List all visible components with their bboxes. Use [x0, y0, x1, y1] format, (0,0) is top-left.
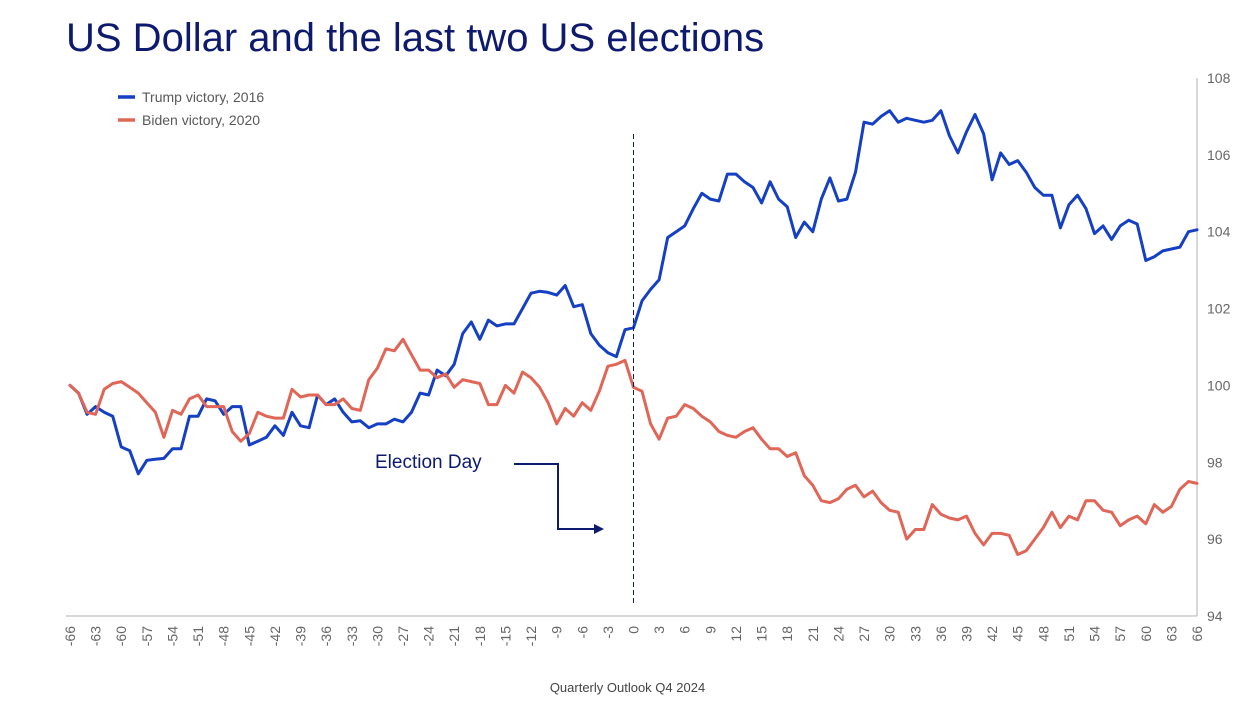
x-tick-label: -6: [574, 626, 590, 639]
x-tick-label: -9: [549, 626, 565, 639]
x-tick-label: -33: [344, 626, 360, 646]
election-day-arrow-line: [514, 463, 596, 530]
x-tick-label: -45: [241, 626, 257, 646]
x-tick-label: 42: [984, 626, 1000, 642]
x-tick-label: 24: [830, 626, 846, 642]
series-line-biden-2020: [68, 337, 1199, 556]
x-tick-label: 63: [1163, 626, 1179, 642]
y-tick-label: 102: [1207, 301, 1231, 317]
x-tick-label: -60: [113, 626, 129, 646]
x-tick-label: -18: [472, 626, 488, 646]
x-tick-label: -57: [139, 626, 155, 646]
x-tick-label: 36: [933, 626, 949, 642]
x-tick-label: -30: [369, 626, 385, 646]
x-tick-label: -27: [395, 626, 411, 646]
x-tick-label: 45: [1010, 626, 1026, 642]
x-tick-label: 3: [651, 626, 667, 634]
x-tick-label: 33: [907, 626, 923, 642]
chart-legend: Trump victory, 2016 Biden victory, 2020: [118, 89, 264, 128]
x-tick-label: 57: [1112, 626, 1128, 642]
x-tick-label: 54: [1087, 626, 1103, 642]
footer-text: Quarterly Outlook Q4 2024: [549, 680, 706, 695]
y-axis-ticks: 94 96 98 100 102 104 106 108: [1207, 70, 1231, 624]
x-tick-label: 18: [779, 626, 795, 642]
y-tick-label: 98: [1207, 454, 1223, 470]
x-tick-label: 39: [958, 626, 974, 642]
legend-label: Biden victory, 2020: [142, 112, 260, 128]
x-tick-label: 21: [805, 626, 821, 642]
x-tick-label: -36: [318, 626, 334, 646]
y-tick-label: 96: [1207, 531, 1223, 547]
x-tick-label: 66: [1189, 626, 1205, 642]
page-title: US Dollar and the last two US elections: [66, 16, 765, 60]
x-tick-label: -21: [446, 626, 462, 646]
series-line-trump-2016: [68, 109, 1199, 476]
x-tick-label: 27: [856, 626, 872, 642]
election-day-annotation: Election Day: [375, 134, 634, 606]
x-tick-label: -63: [88, 626, 104, 646]
election-day-arrow-head: [594, 524, 604, 534]
legend-label: Trump victory, 2016: [142, 89, 264, 105]
x-tick-label: 60: [1138, 626, 1154, 642]
x-tick-label: -3: [600, 626, 616, 639]
y-tick-label: 104: [1207, 224, 1231, 240]
x-tick-label: -66: [62, 626, 78, 646]
x-tick-label: -24: [421, 626, 437, 646]
x-tick-label: 12: [728, 626, 744, 642]
x-tick-label: -42: [267, 626, 283, 646]
x-tick-label: -12: [523, 626, 539, 646]
x-tick-label: 48: [1035, 626, 1051, 642]
y-tick-label: 108: [1207, 70, 1231, 86]
x-tick-label: 30: [882, 626, 898, 642]
x-tick-label: 9: [702, 626, 718, 634]
y-tick-label: 106: [1207, 147, 1231, 163]
x-tick-label: 6: [677, 626, 693, 634]
chart-axes: [66, 78, 1198, 617]
x-tick-label: -15: [497, 626, 513, 646]
y-tick-label: 94: [1207, 608, 1223, 624]
x-tick-label: -48: [216, 626, 232, 646]
election-day-label: Election Day: [375, 452, 482, 473]
x-tick-label: 0: [626, 626, 642, 634]
x-tick-label: -51: [190, 626, 206, 646]
x-tick-label: -54: [164, 626, 180, 646]
x-tick-label: -39: [293, 626, 309, 646]
x-tick-label: 51: [1061, 626, 1077, 642]
x-axis-ticks: -66 -63 -60 -57 -54 -51 -48 -45 -42 -39 -36 -33 -30-…: [62, 626, 1205, 646]
x-tick-label: 15: [754, 626, 770, 642]
y-tick-label: 100: [1207, 377, 1231, 393]
